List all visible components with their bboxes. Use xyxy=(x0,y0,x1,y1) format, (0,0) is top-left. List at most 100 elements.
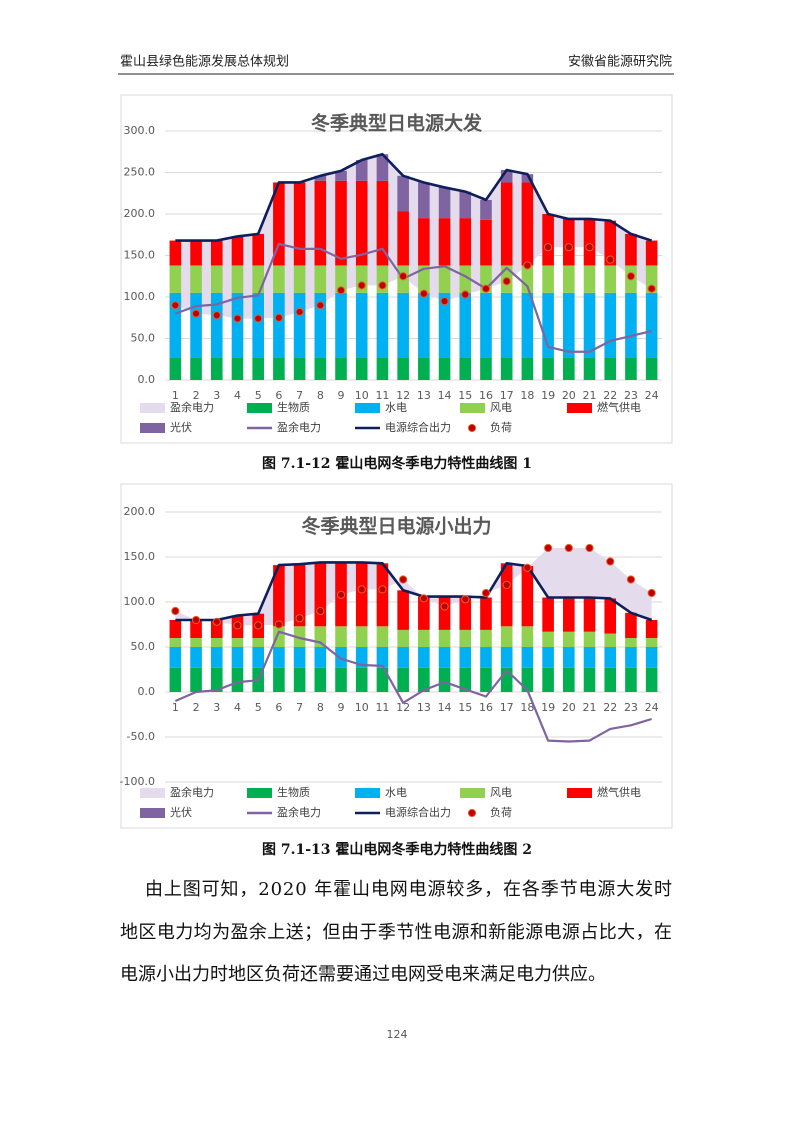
bar-segment xyxy=(293,292,306,358)
bar-segment xyxy=(604,647,617,668)
bar-segment xyxy=(376,563,389,627)
total-line xyxy=(175,152,653,242)
bar-segment xyxy=(438,596,451,630)
x-tick-label: 14 xyxy=(438,701,452,714)
bar-segment xyxy=(397,629,409,647)
bar-segment xyxy=(542,357,554,380)
bar-segment xyxy=(583,292,596,358)
bar-segment xyxy=(542,647,554,668)
load-point xyxy=(481,284,491,293)
bar-segment xyxy=(355,626,368,647)
bar-segment xyxy=(542,667,554,692)
load-point xyxy=(564,243,573,252)
bar-segment xyxy=(583,647,596,668)
load-point xyxy=(316,606,325,616)
bar-segment xyxy=(355,562,368,627)
header-right: 安徽省能源研究院 xyxy=(568,55,672,70)
x-tick-label: 23 xyxy=(624,701,638,714)
bar-segment xyxy=(438,629,451,647)
bar-segment xyxy=(542,631,554,647)
legend-label: 生物质 xyxy=(277,785,310,799)
bar-segment xyxy=(397,590,409,630)
x-tick-label: 2 xyxy=(193,389,200,402)
bar-segment xyxy=(500,182,513,266)
bar-segment xyxy=(438,357,451,380)
x-tick-label: 22 xyxy=(603,389,617,402)
bar-segment xyxy=(480,597,492,630)
bar-segment xyxy=(563,265,575,293)
bar-segment xyxy=(314,647,327,668)
bar-segment xyxy=(355,265,368,293)
legend-label: 光伏 xyxy=(170,420,192,434)
bar-segment xyxy=(190,240,202,266)
bar-segment xyxy=(604,598,617,634)
y-tick-label: 100.0 xyxy=(124,290,156,303)
bar-segment xyxy=(169,667,182,692)
header-left: 霍山县绿色能源发展总体规划 xyxy=(120,54,289,70)
bar-segment xyxy=(314,667,327,692)
legend-label: 负荷 xyxy=(490,805,512,819)
bar-segment xyxy=(376,667,389,692)
bar-segment xyxy=(169,265,182,293)
bar-segment xyxy=(190,638,202,647)
legend-label: 水电 xyxy=(385,786,407,799)
legend-label: 盈余电力 xyxy=(170,785,214,799)
bar-segment xyxy=(645,667,658,692)
bar-segment xyxy=(542,597,554,632)
bar-segment xyxy=(500,626,513,647)
x-tick-label: 20 xyxy=(562,701,576,714)
bar-segment xyxy=(480,219,492,266)
legend-label: 电源综合出力 xyxy=(385,805,451,819)
bar-segment xyxy=(625,357,637,380)
x-tick-label: 15 xyxy=(458,701,472,714)
bar-segment xyxy=(231,265,244,293)
bar-segment xyxy=(645,357,658,380)
load-point xyxy=(274,313,283,322)
bar-segment xyxy=(645,638,658,647)
bar-segment xyxy=(169,240,182,266)
bar-segment xyxy=(438,647,451,668)
legend-label: 燃气供电 xyxy=(597,400,641,414)
chart-title: 冬季典型日电源大发 xyxy=(311,112,483,135)
bar-segment xyxy=(231,647,244,668)
x-tick-label: 12 xyxy=(396,701,410,714)
load-point xyxy=(523,563,532,572)
x-tick-label: 18 xyxy=(520,701,534,714)
bar-segment xyxy=(376,357,389,380)
load-point xyxy=(357,585,366,594)
x-tick-label: 11 xyxy=(375,701,389,714)
x-tick-label: 9 xyxy=(338,389,345,402)
bar-segment xyxy=(355,180,368,266)
load-point xyxy=(647,284,656,293)
bar-segment xyxy=(459,191,472,219)
bar-segment xyxy=(252,357,264,380)
paragraph-line: 地区电力均为盈余上送；但由于季节性电源和新能源电源占比大，在 xyxy=(120,922,672,943)
bar-segment xyxy=(210,292,223,358)
load-point xyxy=(378,585,387,594)
load-point xyxy=(544,243,553,252)
bar-segment xyxy=(583,357,596,380)
bar-segment xyxy=(210,647,223,668)
bar-segment xyxy=(583,631,596,647)
bar-segment xyxy=(335,626,347,647)
load-point xyxy=(274,620,283,629)
bar-segment xyxy=(604,292,617,358)
bar-segment xyxy=(293,265,306,293)
bar-segment xyxy=(500,667,513,692)
x-tick-label: 7 xyxy=(296,701,303,714)
bar-segment xyxy=(231,292,244,358)
x-tick-label: 21 xyxy=(583,701,597,714)
load-point xyxy=(212,311,221,320)
x-tick-label: 18 xyxy=(520,389,534,402)
x-tick-label: 11 xyxy=(375,389,389,402)
bar-segment xyxy=(521,647,534,668)
load-point xyxy=(378,281,387,290)
legend-swatch xyxy=(467,808,477,818)
legend-label: 负荷 xyxy=(490,420,512,434)
bar-segment xyxy=(459,357,472,380)
bar-segment xyxy=(335,667,347,692)
bar-segment xyxy=(521,566,534,627)
bar-segment xyxy=(418,182,430,219)
x-tick-label: 17 xyxy=(500,701,514,714)
